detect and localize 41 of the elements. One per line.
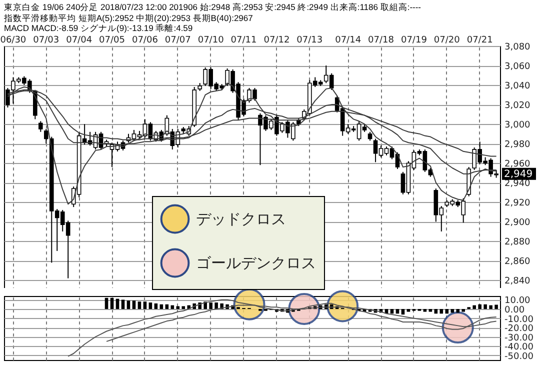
chart-subtitle: 指数平滑移動平均 短期A(5):2952 中期(20):2953 長期B(40):2967 <box>3 12 254 23</box>
y-tick-label: 2,940 <box>504 179 531 190</box>
annotation: 2,949 <box>504 168 533 180</box>
y-tick-label: -30.00 <box>504 333 534 344</box>
x-tick-label: 07/19 <box>400 36 428 46</box>
y-tick-label: 2,880 <box>504 238 531 248</box>
y-tick-label: -20.00 <box>504 324 534 334</box>
x-tick-label: 07/06 <box>132 36 158 46</box>
y-tick-label: 3,040 <box>504 82 531 92</box>
y-tick-label: 3,060 <box>504 62 531 72</box>
y-tick-label: 10.00 <box>504 296 531 306</box>
y-tick-label: 2,840 <box>504 276 531 287</box>
x-tick-label: 07/14 <box>335 36 362 46</box>
text: MACD MACD:-8.59 シグナル(9):-13.19 乖離:4.59 <box>3 23 194 34</box>
x-tick-label: 07/04 <box>66 36 92 46</box>
x-tick-label: 06/30 <box>0 36 26 46</box>
legend-label: デッドクロス <box>196 210 286 228</box>
x-tick-label: 07/13 <box>296 36 323 46</box>
y-tick-label: -40.00 <box>504 342 534 353</box>
x-tick-label: 07/10 <box>198 36 224 46</box>
x-tick-label: 07/21 <box>466 36 493 46</box>
x-tick-label: 07/07 <box>164 36 191 46</box>
x-tick-label: 07/05 <box>99 36 125 46</box>
x-tick-label: 07/18 <box>368 36 394 46</box>
y-tick-label: -10.00 <box>504 314 534 325</box>
y-tick-label: 2,920 <box>504 198 531 209</box>
y-tick-label: -50.00 <box>504 352 534 362</box>
x-tick-label: 07/03 <box>33 36 60 46</box>
x-tick-label: 07/11 <box>230 36 257 46</box>
y-tick-label: 2,980 <box>504 140 531 150</box>
chart-title: 東京白金 19/06 240分足 2018/07/23 12:00 201906 始:2948 高:2953 安:2945 終:2949 出来高:1186 取組高:---- <box>3 2 422 12</box>
y-tick-label: 3,000 <box>504 120 531 131</box>
y-tick-label: 2,900 <box>504 218 531 228</box>
y-tick-label: 2,860 <box>504 257 531 268</box>
y-tick-label: 2,960 <box>504 160 531 170</box>
x-tick-label: 07/20 <box>434 36 460 46</box>
x-tick-label: 07/12 <box>264 36 290 46</box>
y-tick-label: 3,080 <box>504 42 531 52</box>
y-tick-label: 0.00 <box>504 305 525 316</box>
legend-label: ゴールデンクロス <box>196 254 316 272</box>
y-tick-label: 3,020 <box>504 101 531 112</box>
